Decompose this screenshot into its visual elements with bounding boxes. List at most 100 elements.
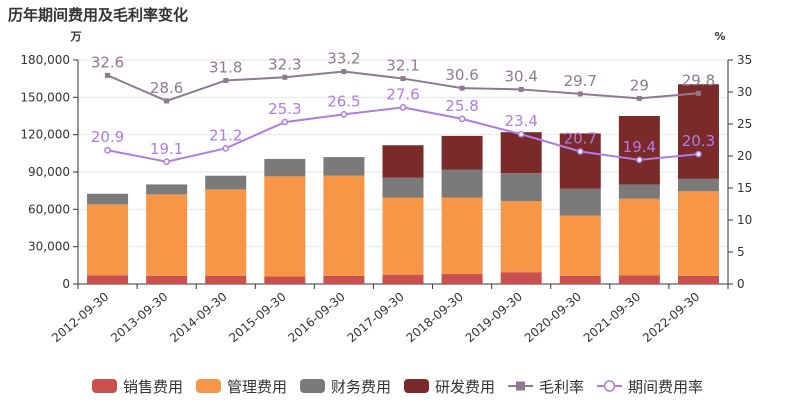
- bar-segment: [677, 84, 719, 179]
- y-left-tick-label: 30,000: [28, 240, 70, 254]
- bar-segment: [205, 189, 247, 276]
- line-point: [223, 77, 229, 83]
- bar-segment: [677, 178, 719, 192]
- y-right-tick-label: 35: [737, 53, 752, 67]
- y-left-tick-label: 60,000: [28, 202, 70, 216]
- bar-segment: [264, 276, 306, 284]
- data-label: 29.8: [682, 71, 715, 89]
- bar-segment: [382, 274, 424, 284]
- bar-segment: [677, 191, 719, 276]
- bar-segment: [441, 135, 483, 170]
- bar-segment: [441, 274, 483, 284]
- data-label: 19.1: [150, 140, 183, 158]
- bar-segment: [559, 275, 601, 284]
- data-label: 26.5: [327, 92, 360, 110]
- y-right-tick-label: 20: [737, 149, 752, 163]
- y-left-tick-label: 0: [62, 277, 70, 291]
- bar-segment: [205, 175, 247, 190]
- x-tick-label: 2017-09-30: [344, 290, 406, 346]
- bar-segment: [87, 275, 129, 284]
- line-point: [636, 95, 642, 101]
- data-label: 32.1: [386, 57, 419, 75]
- bar-segment: [618, 198, 660, 276]
- data-label: 31.8: [209, 58, 242, 76]
- x-tick-label: 2018-09-30: [404, 290, 466, 346]
- y-right-tick-label: 5: [737, 245, 745, 259]
- x-tick-label: 2021-09-30: [581, 290, 643, 346]
- bar-segment: [146, 275, 188, 284]
- data-label: 20.9: [91, 128, 124, 146]
- y-right-unit: %: [714, 30, 725, 43]
- y-left-tick-label: 90,000: [28, 165, 70, 179]
- line-point: [282, 74, 288, 80]
- line-point: [636, 156, 643, 164]
- bar-segment: [146, 184, 188, 195]
- line-point: [164, 98, 170, 104]
- y-left-tick-label: 150,000: [20, 90, 70, 104]
- bar-segment: [559, 133, 601, 189]
- line-point: [399, 104, 407, 111]
- line-point: [222, 144, 230, 152]
- bar-segment: [205, 275, 247, 284]
- bar-segment: [264, 176, 306, 277]
- line-point: [577, 91, 583, 97]
- bar-segment: [441, 169, 483, 198]
- data-label: 32.6: [91, 53, 124, 71]
- bar-segment: [264, 158, 306, 177]
- bar-segment: [559, 215, 601, 276]
- line-point: [459, 85, 465, 91]
- line-point: [576, 148, 584, 155]
- data-label: 25.8: [445, 97, 478, 115]
- bar-segment: [441, 197, 483, 275]
- bar-segment: [618, 275, 660, 284]
- y-right-tick-label: 0: [737, 277, 745, 291]
- line-point: [281, 118, 289, 126]
- y-right-tick-label: 10: [737, 213, 752, 227]
- bar-segment: [677, 275, 719, 284]
- bar-segment: [323, 157, 365, 176]
- legend-swatch: [516, 381, 525, 391]
- line-point: [517, 130, 525, 138]
- bar-segment: [500, 201, 542, 273]
- chart-title: 历年期间费用及毛利率变化: [8, 6, 189, 24]
- bar-segment: [382, 145, 424, 178]
- data-label: 28.6: [150, 79, 183, 97]
- line-point: [518, 86, 524, 92]
- y-left-tick-label: 180,000: [20, 53, 70, 67]
- line-point: [458, 115, 466, 123]
- data-label: 20.3: [682, 132, 715, 150]
- line-point: [400, 76, 406, 82]
- data-label: 29: [630, 76, 649, 94]
- data-label: 30.6: [445, 66, 478, 84]
- bar-segment: [323, 275, 365, 284]
- y-left-tick-label: 120,000: [20, 128, 70, 142]
- x-tick-label: 2012-09-30: [49, 290, 111, 346]
- x-tick-label: 2014-09-30: [167, 290, 229, 346]
- data-label: 21.2: [209, 126, 242, 144]
- legend-swatch: [196, 379, 221, 393]
- legend-swatch: [603, 380, 616, 392]
- legend-label: 销售费用: [123, 378, 183, 396]
- x-tick-label: 2020-09-30: [522, 290, 584, 346]
- x-tick-label: 2019-09-30: [463, 290, 525, 346]
- bar-segment: [500, 173, 542, 202]
- y-right-tick-label: 30: [737, 85, 752, 99]
- y-right-tick-label: 15: [737, 181, 752, 195]
- line-point: [104, 146, 111, 154]
- x-tick-label: 2022-09-30: [640, 290, 702, 346]
- line-point: [695, 150, 702, 158]
- y-right-tick-label: 25: [737, 117, 752, 131]
- data-label: 25.3: [268, 100, 301, 118]
- data-label: 23.4: [504, 112, 537, 130]
- legend-label: 研发费用: [435, 378, 495, 396]
- bar-segment: [382, 177, 424, 198]
- bar-segment: [323, 175, 365, 276]
- bar-segment: [87, 193, 129, 205]
- legend-label: 财务费用: [331, 378, 391, 396]
- data-label: 29.7: [564, 72, 597, 90]
- line-point: [341, 69, 347, 75]
- data-label: 20.7: [564, 130, 597, 148]
- x-tick-label: 2013-09-30: [108, 290, 170, 346]
